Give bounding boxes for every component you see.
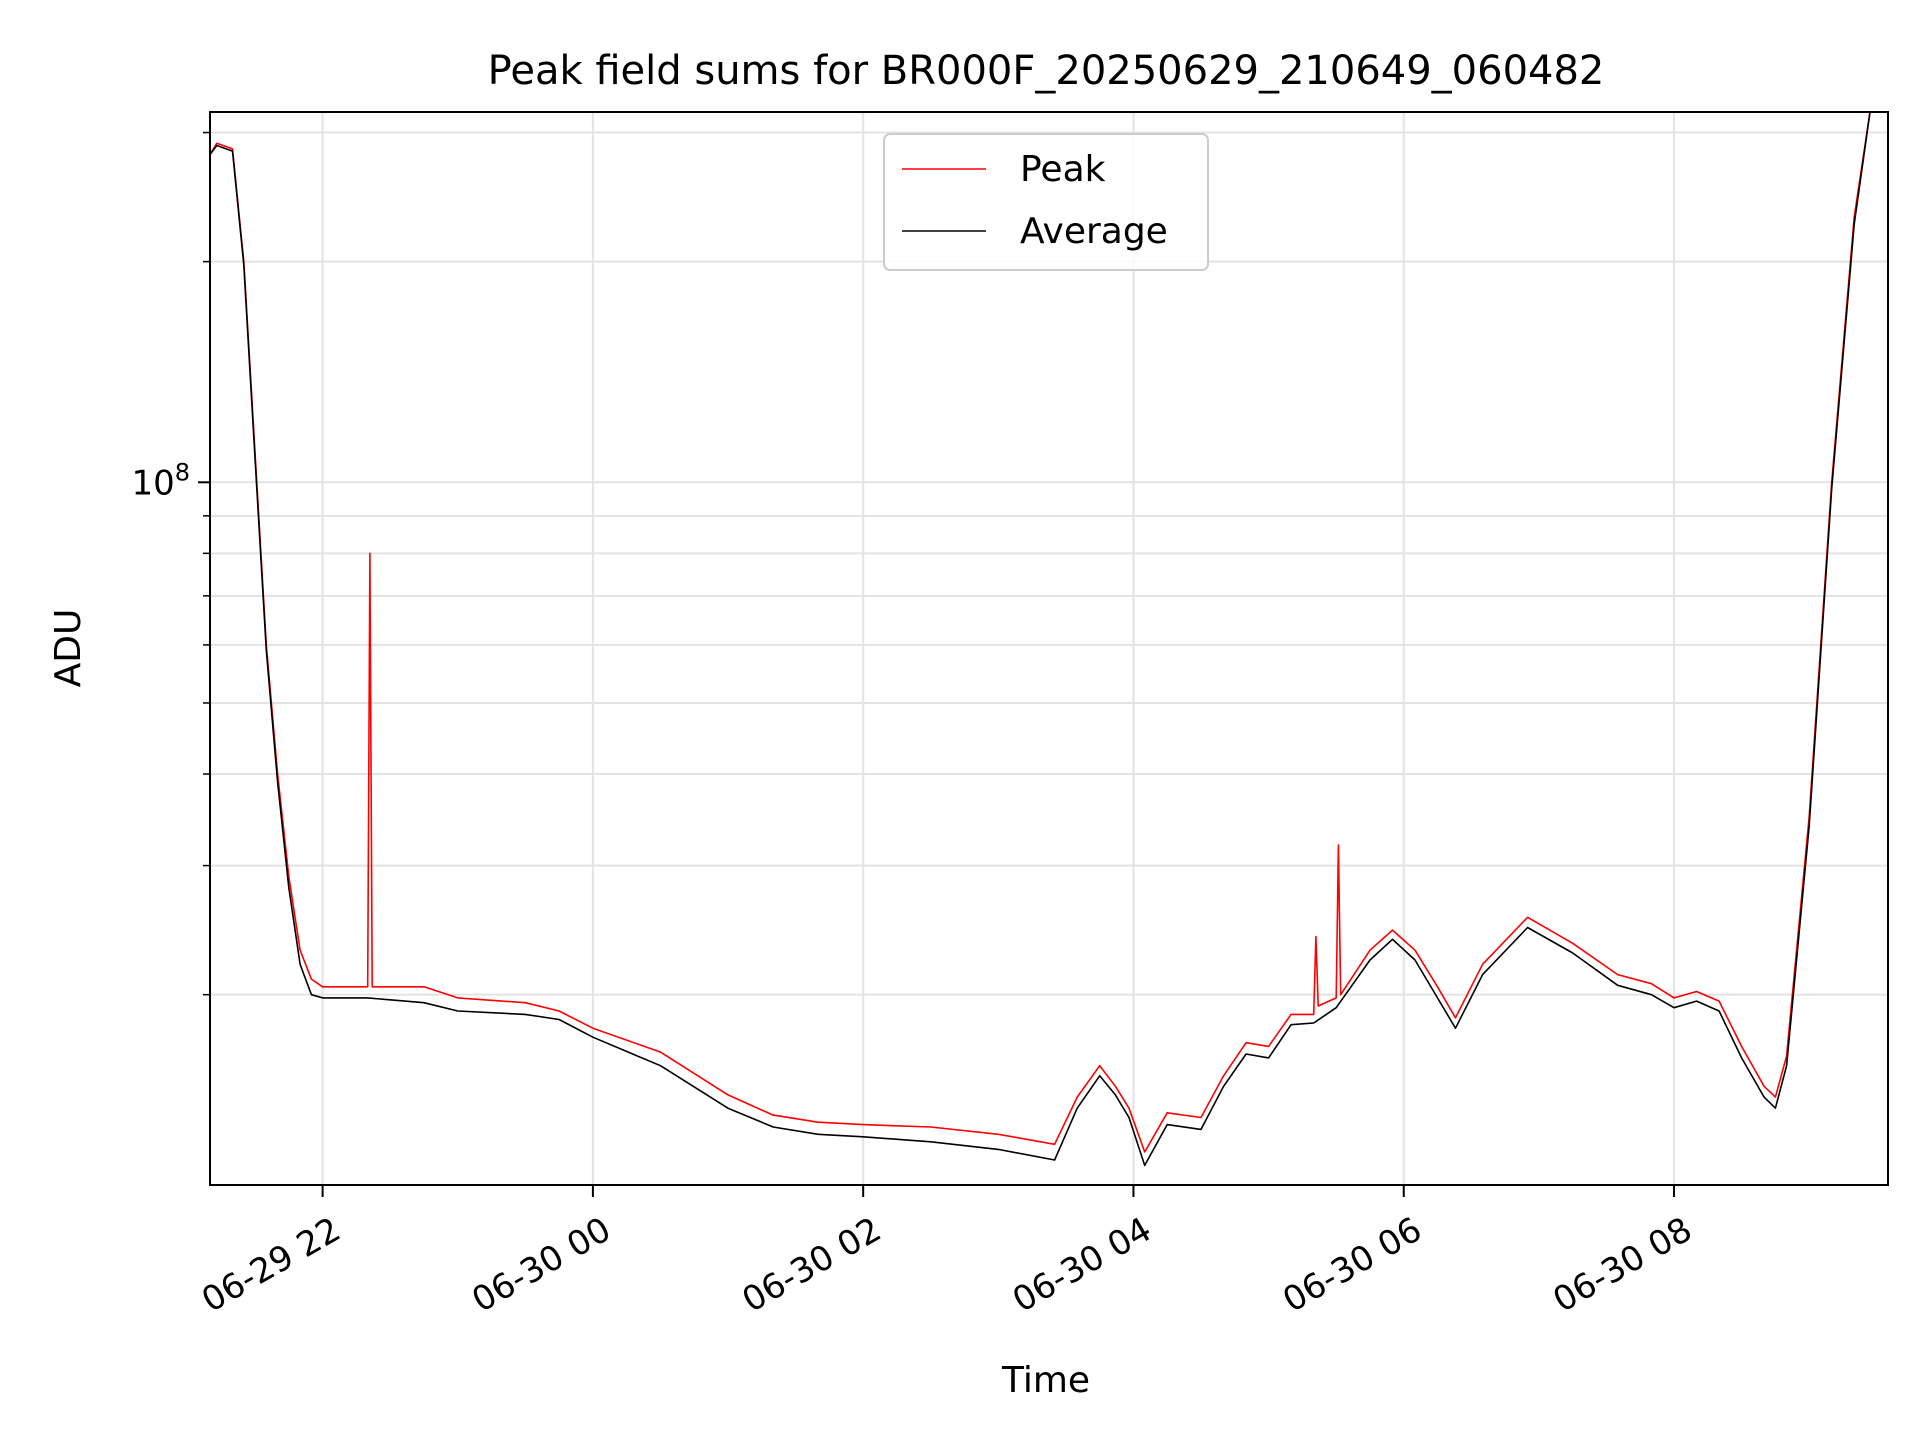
series-line-peak (210, 112, 1871, 1153)
legend-label-peak: Peak (1020, 149, 1106, 190)
axes-frame (209, 111, 1889, 1186)
series-line-average (210, 112, 1871, 1167)
y-tick-label: 108 (131, 458, 190, 503)
chart-title: Peak field sums for BR000F_20250629_2106… (488, 48, 1605, 94)
y-axis-label: ADU (48, 609, 89, 688)
x-axis-label: Time (1001, 1360, 1090, 1401)
legend-label-average: Average (1020, 211, 1168, 252)
legend-box (883, 133, 1209, 271)
legend: Peak Average (883, 133, 1209, 271)
plot-area (210, 112, 1871, 1167)
